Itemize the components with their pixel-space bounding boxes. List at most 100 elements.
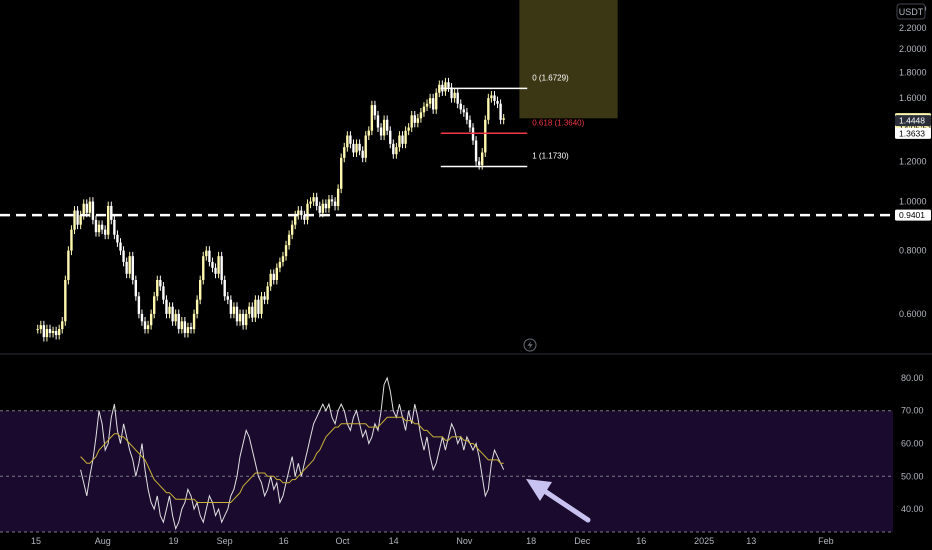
svg-text:0.9401: 0.9401 (899, 210, 925, 220)
svg-text:1.4448: 1.4448 (899, 116, 925, 126)
candle (401, 131, 404, 149)
candle (248, 302, 251, 319)
price-tick-label: 2.2000 (899, 23, 927, 33)
candle (36, 324, 39, 334)
candle (183, 316, 187, 338)
target-zone (519, 0, 618, 119)
candle (278, 257, 282, 273)
candle (330, 194, 334, 206)
candle (195, 295, 199, 319)
rsi-tick-label: 80.00 (901, 373, 924, 383)
candle (389, 126, 392, 149)
price-tick-label: 0.8000 (899, 246, 927, 256)
candle (450, 83, 453, 103)
rsi-ma-line (80, 416, 504, 503)
candle (416, 113, 420, 128)
time-tick-label: 2025 (694, 536, 714, 546)
candle (54, 326, 58, 340)
candle (275, 263, 279, 285)
candle (477, 157, 481, 170)
candle (174, 309, 177, 326)
candle (202, 251, 205, 285)
candle (189, 322, 193, 334)
candle (131, 251, 134, 285)
candle (493, 91, 496, 106)
candle (306, 199, 309, 225)
time-tick-label: Dec (574, 536, 591, 546)
candle (496, 96, 499, 109)
candle (229, 295, 233, 319)
arrow-annotation[interactable] (526, 479, 591, 523)
candle (232, 302, 236, 319)
candle (333, 197, 337, 211)
candle (343, 142, 346, 163)
candle (413, 110, 416, 128)
candle (269, 269, 272, 291)
candle (146, 320, 150, 334)
candle (336, 184, 340, 211)
candle (315, 192, 318, 211)
fib-level-label: 0 (1.6729) (532, 73, 569, 82)
candle (407, 123, 410, 136)
candle (137, 291, 141, 319)
svg-text:1.3633: 1.3633 (899, 128, 925, 138)
time-tick-label: 13 (746, 536, 756, 546)
candle (217, 251, 220, 279)
candle (294, 210, 297, 230)
candle (465, 108, 469, 125)
candle (235, 302, 239, 326)
rsi-axis[interactable]: 40.00 50.00 60.00 70.00 80.00 (901, 373, 924, 514)
currency-button[interactable] (896, 3, 926, 20)
candle (358, 139, 361, 156)
candle (355, 139, 358, 157)
candle (143, 316, 147, 334)
candle (474, 136, 478, 166)
candle (70, 225, 73, 256)
candle (134, 275, 138, 301)
candle (116, 230, 119, 247)
price-badge: 1.3633 (895, 127, 931, 139)
time-tick-label: Aug (95, 536, 111, 546)
candle (125, 257, 128, 279)
candle (238, 309, 242, 326)
candle (312, 192, 315, 206)
candle (367, 126, 370, 140)
candle (198, 275, 202, 305)
candle (284, 240, 288, 261)
candle (398, 131, 401, 152)
price-tick-label: 1.0000 (899, 197, 927, 207)
price-tick-label: 1.6000 (899, 93, 927, 103)
candle (257, 295, 260, 319)
candle (128, 251, 131, 279)
candle (211, 257, 214, 273)
candle (177, 309, 180, 334)
candle (107, 201, 110, 240)
candle (324, 199, 328, 213)
currency-label: USDT (899, 7, 924, 17)
candle (39, 320, 42, 334)
candle (220, 251, 223, 285)
lightning-icon[interactable] (523, 338, 537, 352)
candle (100, 220, 104, 235)
candle (260, 291, 263, 319)
candle (382, 115, 386, 140)
candle (42, 320, 46, 342)
candle (76, 206, 79, 230)
candle (410, 110, 413, 132)
time-axis[interactable]: 15 Aug 19 Sep 16 Oct 14 Nov 18 Dec 16 2025 13 Feb (31, 536, 834, 546)
candle (140, 309, 144, 326)
candle (346, 131, 349, 152)
candle (484, 115, 487, 157)
candle (428, 93, 432, 109)
fib-retracement[interactable]: 0 (1.6729) 0.618 (1.3640) 1 (1.1730) (440, 73, 585, 168)
candle (186, 322, 190, 338)
candle (251, 302, 254, 323)
candle (468, 115, 472, 132)
candle (349, 131, 352, 149)
candle (297, 206, 300, 220)
time-tick-label: 19 (169, 536, 179, 546)
time-tick-label: 18 (526, 536, 536, 546)
rsi-tick-label: 50.00 (901, 471, 924, 481)
candle (226, 291, 229, 305)
